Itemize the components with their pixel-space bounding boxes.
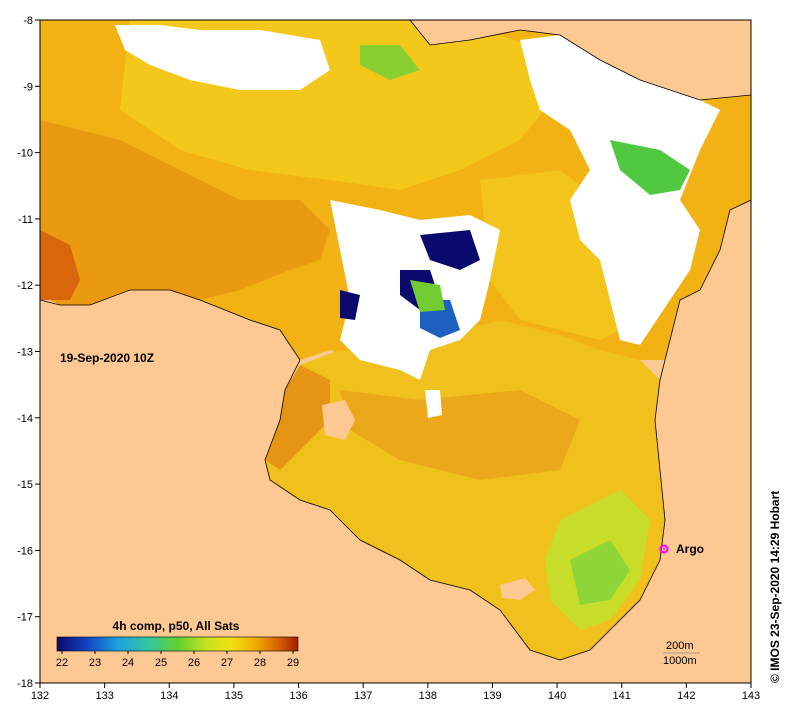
cool-patch-green-3 — [410, 280, 445, 312]
cold-patch-1 — [420, 230, 480, 270]
cool-patch-green-2 — [360, 45, 420, 80]
colorbar-tick-label: 24 — [122, 657, 134, 669]
arnhem-land — [40, 290, 560, 683]
x-tick-label: 135 — [225, 690, 243, 702]
cloud-small — [425, 390, 442, 418]
groote-eylandt — [322, 400, 355, 440]
x-tick-label: 142 — [677, 690, 695, 702]
coastline-east — [559, 199, 751, 661]
y-axis-ticks: -8 -9 -10 -11 -12 -13 -14 -15 -16 -17 -18 — [17, 15, 40, 690]
colorbar: 4h comp, p50, All Sats 22 23 24 25 26 27 28 29 — [56, 619, 299, 669]
colorbar-tick-label: 22 — [56, 657, 68, 669]
y-tick-label: -10 — [17, 148, 33, 160]
colorbar-tick-label: 28 — [254, 657, 266, 669]
credit-label: © IMOS 23-Sep-2020 14:29 Hobart — [768, 491, 782, 683]
x-tick-label: 140 — [548, 690, 566, 702]
colorbar-tick-label: 25 — [155, 657, 167, 669]
cold-patch-4 — [340, 290, 360, 320]
x-tick-label: 141 — [613, 690, 631, 702]
y-tick-label: -13 — [17, 347, 33, 359]
y-tick-label: -18 — [17, 678, 33, 690]
y-tick-label: -8 — [23, 15, 33, 27]
argo-marker[interactable]: Argo — [659, 542, 705, 556]
gulf-warm-west — [265, 365, 330, 470]
gulf-green-southeast — [570, 540, 630, 605]
y-tick-label: -14 — [17, 413, 33, 425]
y-tick-label: -11 — [18, 214, 33, 226]
x-tick-label: 138 — [419, 690, 437, 702]
colorbar-tick-label: 26 — [188, 657, 200, 669]
argo-label: Argo — [676, 542, 704, 556]
sea-warm-west — [40, 120, 330, 305]
colorbar-title: 4h comp, p50, All Sats — [113, 619, 240, 633]
y-tick-label: -16 — [17, 545, 33, 557]
cape-york-land — [560, 200, 751, 683]
cloud-north — [115, 25, 330, 90]
gulf-warm-center — [340, 390, 580, 480]
sea-hot-west — [40, 230, 80, 300]
contour-label-200m: 200m — [666, 640, 694, 652]
mornington-island — [500, 578, 535, 600]
x-tick-label: 132 — [31, 690, 49, 702]
coastline-north — [409, 20, 751, 101]
colorbar-tick-label: 27 — [221, 657, 233, 669]
new-guinea-land — [410, 20, 751, 100]
x-tick-label: 137 — [354, 690, 372, 702]
argo-float-icon[interactable] — [659, 544, 669, 554]
cloud-northeast — [520, 35, 720, 345]
x-tick-label: 143 — [742, 690, 760, 702]
colorbar-tick-label: 29 — [287, 657, 299, 669]
y-tick-label: -12 — [17, 280, 33, 292]
x-axis-ticks: 132 133 134 135 136 137 138 139 140 141 142 143 — [31, 683, 760, 702]
coastline-west — [40, 289, 561, 661]
contour-label-1000m: 1000m — [663, 655, 697, 667]
timestamp-label: 19-Sep-2020 10Z — [60, 351, 154, 365]
y-tick-label: -15 — [17, 479, 33, 491]
cool-patch-green-1 — [610, 140, 690, 195]
x-tick-label: 139 — [483, 690, 501, 702]
colorbar-gradient — [56, 636, 299, 652]
colorbar-tick-label: 23 — [89, 657, 101, 669]
colorbar-ticks: 22 23 24 25 26 27 28 29 — [56, 651, 299, 669]
y-tick-label: -9 — [23, 81, 33, 93]
x-tick-label: 133 — [95, 690, 113, 702]
x-tick-label: 134 — [160, 690, 178, 702]
y-tick-label: -17 — [17, 612, 33, 624]
x-tick-label: 136 — [289, 690, 307, 702]
